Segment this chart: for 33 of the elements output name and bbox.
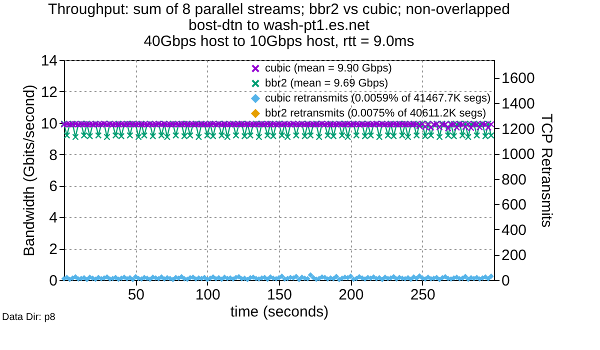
y-axis-title: Bandwidth (Gbits/second): [20, 84, 38, 256]
y-tick-label: 12: [40, 84, 58, 101]
y2-tick-label: 1200: [502, 120, 535, 138]
y2-tick-label: 1400: [502, 95, 535, 112]
x-tick-label: 250: [410, 286, 436, 304]
y2-tick-label: 0: [502, 272, 510, 290]
x-tick-label: 100: [195, 286, 220, 304]
y-tick-label: 6: [49, 178, 58, 196]
y-tick-label: 4: [49, 210, 58, 227]
x-tick-label: 50: [128, 286, 145, 304]
y2-axis-title: TCP Retransmits: [538, 114, 555, 228]
y2-tick-label: 600: [502, 196, 527, 214]
text: bost-dtn to wash-pt1.es.net: [188, 17, 370, 34]
y2-tick-label: 1000: [502, 146, 535, 164]
text: Throughput: sum of 8 parallel streams; bbr2 vs cubic; non-overlapped: [48, 1, 510, 18]
text: Data Dir: p8: [2, 312, 56, 323]
legend-label: cubic retransmits (0.0059% of 41467.7K segs): [265, 92, 491, 104]
legend-label: cubic (mean = 9.90 Gbps): [265, 62, 392, 74]
y-tick-label: 14: [40, 52, 58, 70]
y-tick-label: 2: [49, 241, 58, 258]
y-tick-label: 10: [40, 115, 58, 132]
y2-tick-label: 400: [502, 222, 527, 239]
text: 40Gbps host to 10Gbps host, rtt = 9.0ms: [144, 33, 414, 50]
x-tick-label: 200: [338, 286, 364, 304]
y2-tick-label: 1600: [502, 70, 535, 88]
y2-tick-label: 800: [502, 171, 527, 188]
y-tick-label: 0: [49, 272, 58, 290]
x-tick-label: 150: [266, 286, 292, 304]
legend-label: bbr2 (mean = 9.69 Gbps): [265, 78, 388, 90]
legend-label: bbr2 retransmits (0.0075% of 40611.2K segs): [265, 108, 486, 120]
y-tick-label: 8: [49, 146, 58, 164]
x-axis-title: time (seconds): [230, 304, 329, 320]
y2-tick-label: 200: [502, 247, 527, 264]
